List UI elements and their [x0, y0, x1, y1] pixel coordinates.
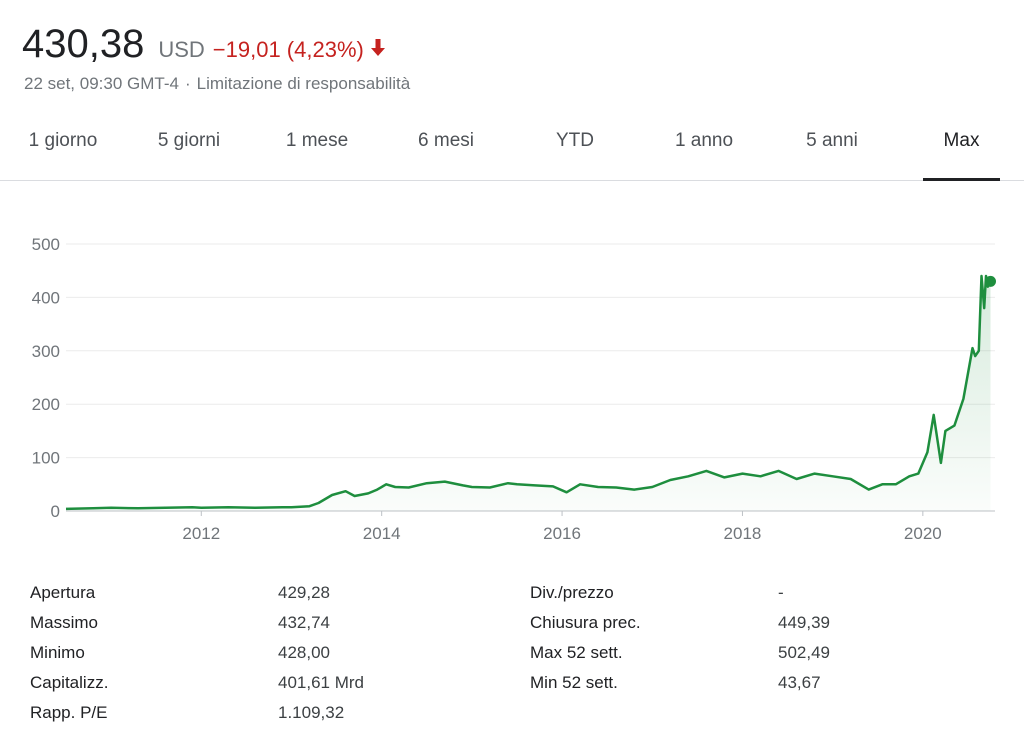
stat-value: 1.109,32 [278, 703, 345, 722]
y-tick-label: 300 [32, 342, 60, 361]
timestamp: 22 set, 09:30 GMT-4 [24, 74, 179, 93]
tab-1-giorno[interactable]: 1 giorno [28, 130, 98, 151]
y-tick-label: 400 [32, 288, 60, 307]
tab-ytd[interactable]: YTD [556, 130, 594, 151]
stat-label: Massimo [30, 613, 99, 632]
stat-label: Chiusura prec. [530, 613, 641, 632]
x-tick-label: 2012 [182, 524, 220, 543]
price-chart[interactable]: 0 100 200 300 400 500 2012 2014 2016 2018 2020 [0, 190, 1024, 560]
x-tick-label: 2020 [904, 524, 942, 543]
y-tick-label: 100 [32, 449, 60, 468]
stat-label: Max 52 sett. [530, 643, 623, 662]
separator: · [184, 74, 191, 93]
tab-5-anni[interactable]: 5 anni [806, 130, 858, 151]
stat-value: 429,28 [278, 583, 330, 602]
tab-1-anno[interactable]: 1 anno [674, 130, 734, 151]
stat-label: Min 52 sett. [530, 673, 618, 692]
stat-value: - [778, 583, 784, 602]
quote-meta: 22 set, 09:30 GMT-4 · Limitazione di respo… [24, 74, 410, 94]
stat-value: 432,74 [278, 613, 330, 632]
x-tick-label: 2018 [724, 524, 762, 543]
price-area [66, 276, 991, 511]
stat-value: 401,61 Mrd [278, 673, 364, 692]
stat-value: 43,67 [778, 673, 821, 692]
x-tick-label: 2014 [363, 524, 401, 543]
stat-label: Div./prezzo [530, 583, 614, 602]
quote-header: 430,38 USD −19,01 (4,23%) [22, 22, 386, 72]
stat-label: Minimo [30, 643, 85, 662]
currency-label: USD [158, 37, 205, 62]
tab-6-mesi[interactable]: 6 mesi [418, 130, 474, 151]
stat-value: 428,00 [278, 643, 330, 662]
tab-max[interactable]: Max [923, 104, 1000, 181]
tab-1-mese[interactable]: 1 mese [285, 130, 349, 151]
arrow-down-icon [370, 39, 385, 56]
stat-value: 502,49 [778, 643, 830, 662]
disclaimer-link[interactable]: Limitazione di responsabilità [196, 74, 411, 93]
stat-value: 449,39 [778, 613, 830, 632]
range-tabs: 1 giorno 5 giorni 1 mese 6 mesi YTD 1 an… [0, 104, 1024, 181]
y-axis-labels: 0 100 200 300 400 500 [32, 235, 60, 521]
current-price: 430,38 [22, 22, 145, 66]
x-axis-labels: 2012 2014 2016 2018 2020 [182, 511, 942, 543]
y-tick-label: 500 [32, 235, 60, 254]
last-price-dot [984, 275, 996, 287]
y-tick-label: 0 [51, 502, 60, 521]
chart-grid [66, 243, 995, 512]
stat-label: Apertura [30, 583, 96, 602]
stat-label: Capitalizz. [30, 673, 109, 692]
tab-5-giorni[interactable]: 5 giorni [157, 130, 221, 151]
y-tick-label: 200 [32, 395, 60, 414]
x-tick-label: 2016 [543, 524, 581, 543]
stat-label: Rapp. P/E [30, 703, 108, 722]
price-line [65, 274, 992, 511]
price-change: −19,01 (4,23%) [212, 37, 364, 62]
